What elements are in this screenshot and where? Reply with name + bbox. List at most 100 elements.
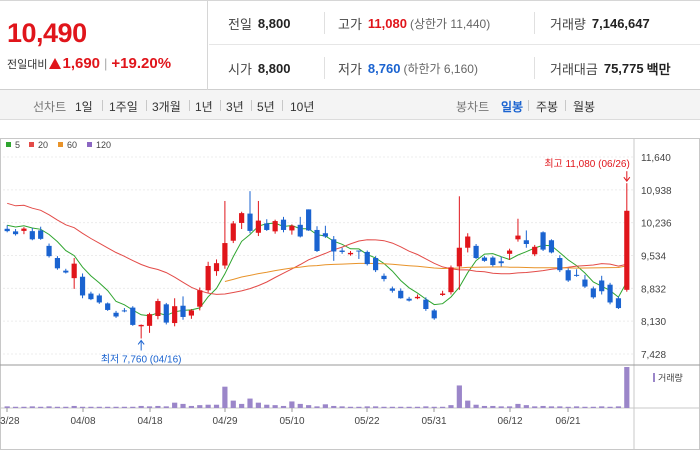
amount-value: 75,775 (603, 60, 644, 76)
chart-toolbar: 선차트 1일 1주일 3개월 1년 3년 5년 10년 봉차트 일봉 주봉 월봉 (0, 90, 700, 120)
volume-bar (599, 406, 605, 408)
divider: | (104, 56, 108, 71)
change-value: 1,690 (62, 55, 101, 72)
divider (282, 100, 283, 111)
candle-body (414, 296, 421, 299)
volume-bar (406, 406, 412, 408)
candle-body (599, 280, 605, 292)
candle (54, 256, 61, 270)
period-10y[interactable]: 10년 (290, 100, 315, 114)
volume-bar (29, 406, 35, 408)
volume-bar (389, 406, 395, 408)
y-tick-label: 8,832 (641, 284, 666, 295)
candle-body (590, 288, 596, 298)
period-1d[interactable]: 1일 (75, 100, 93, 114)
candle-body (306, 209, 312, 231)
candle-body (573, 274, 580, 276)
period-3m[interactable]: 3개월 (152, 100, 181, 114)
candle-body (264, 223, 270, 230)
candle-body (356, 250, 362, 252)
candle (356, 250, 362, 259)
volume-bar (540, 405, 546, 408)
volume-bar (280, 405, 287, 408)
candle-body (297, 224, 303, 237)
volume-bar (230, 400, 236, 408)
candle (96, 293, 102, 304)
x-tick-label: 05/22 (354, 416, 379, 427)
open-cell: 시가 8,800 (228, 46, 290, 90)
change-label: 전일대비 (7, 59, 48, 71)
candle-body (130, 307, 136, 325)
candlestick-chart[interactable]: 5 20 60 120 11,640 10,938 10,236 9,534 8,832 8,13… (0, 120, 700, 450)
candle (121, 308, 128, 313)
high-annotation: 최고 11,080 (06/26) (544, 158, 630, 170)
candle-body (331, 239, 337, 252)
volume-bar (506, 406, 513, 408)
volume-bar (255, 402, 261, 408)
high-label: 고가 (338, 16, 362, 32)
candle-monthly[interactable]: 월봉 (573, 100, 596, 114)
candle-body (213, 263, 220, 272)
volume-bar (88, 406, 94, 408)
x-tick-label: 05/31 (421, 416, 446, 427)
candle-body (46, 245, 52, 257)
candle (138, 324, 144, 339)
divider (324, 12, 325, 34)
candle-body (4, 228, 10, 232)
candle-body (96, 295, 102, 303)
candle (540, 231, 546, 252)
candle (21, 227, 27, 235)
legend-swatch (87, 142, 92, 147)
volume-bar (289, 401, 295, 408)
candle (423, 297, 429, 311)
candle-body (423, 299, 429, 310)
candle (146, 312, 153, 333)
candle-daily[interactable]: 일봉 (501, 100, 524, 114)
volume-bar (473, 404, 479, 408)
volume-bar (373, 406, 379, 408)
volume-cell: 거래량 7,146,647 (550, 1, 650, 45)
candle-body (172, 306, 178, 324)
volume-bar (347, 406, 354, 408)
candle (498, 256, 504, 267)
volume-bar (213, 404, 220, 408)
prev-close-label: 전일 (228, 16, 252, 32)
volume-legend-label: 거래량 (658, 372, 683, 383)
volume-bar (548, 406, 555, 408)
legend-swatch (58, 142, 63, 147)
candle (12, 229, 19, 236)
legend-label: 5 (15, 140, 20, 150)
y-tick-label: 10,938 (641, 186, 672, 197)
candle-body (364, 251, 370, 265)
candle-weekly[interactable]: 주봉 (536, 100, 559, 114)
high-arrow-icon (623, 176, 631, 183)
candle (373, 256, 379, 273)
volume-bar (155, 405, 161, 408)
candle (456, 196, 462, 290)
period-1w[interactable]: 1주일 (109, 100, 138, 114)
volume-bar (197, 405, 203, 408)
period-3y[interactable]: 3년 (226, 100, 244, 114)
period-5y[interactable]: 5년 (257, 100, 275, 114)
candle (565, 268, 571, 282)
volume-bar (239, 403, 245, 408)
volume-bar (172, 402, 178, 408)
candle (230, 221, 236, 244)
candle-body (481, 257, 488, 261)
volume-bar (607, 406, 613, 408)
low-value: 8,760 (367, 60, 401, 76)
period-1y[interactable]: 1년 (195, 100, 213, 114)
volume-bar (523, 405, 529, 408)
divider (220, 100, 221, 111)
candle (105, 302, 111, 311)
candle (381, 273, 387, 282)
candle-body (406, 298, 412, 301)
volume-bar (54, 406, 61, 408)
line-chart-label: 선차트 (33, 100, 67, 114)
candle (297, 216, 303, 238)
candle-body (29, 231, 35, 240)
volume-bar (557, 406, 563, 408)
candle-body (431, 310, 437, 319)
volume-bar (532, 406, 538, 408)
candle (389, 286, 395, 293)
